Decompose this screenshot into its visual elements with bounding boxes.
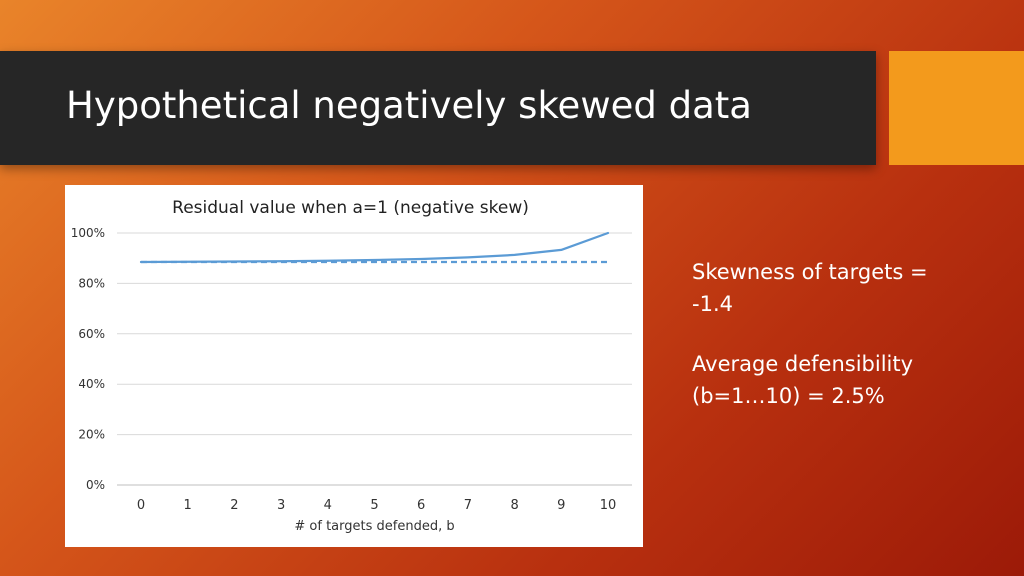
slide-title: Hypothetical negatively skewed data (66, 84, 752, 127)
chart-title: Residual value when a=1 (negative skew) (172, 198, 529, 218)
y-tick-label: 40% (78, 377, 105, 391)
chart-panel: Residual value when a=1 (negative skew) 0… (65, 185, 643, 547)
x-tick-label: 4 (324, 498, 332, 513)
accent-square (889, 51, 1024, 165)
x-tick-label: 3 (277, 498, 285, 513)
x-tick-label: 2 (230, 498, 238, 513)
defensibility-line-1: Average defensibility (692, 352, 914, 376)
x-tick-label: 6 (417, 498, 425, 513)
skewness-line-2: -1.4 (692, 292, 733, 316)
skewness-note: Skewness of targets = -1.4 (692, 256, 1012, 320)
defensibility-note: Average defensibility (b=1…10) = 2.5% (692, 348, 1012, 412)
y-tick-label: 60% (78, 327, 105, 341)
title-bar (0, 51, 876, 165)
x-tick-label: 1 (184, 498, 192, 513)
x-axis-label: # of targets defended, b (294, 519, 454, 534)
x-tick-label: 5 (370, 498, 378, 513)
y-tick-label: 100% (71, 226, 105, 240)
x-tick-label: 9 (557, 498, 565, 513)
series-line-solid (139, 231, 610, 264)
x-tick-label: 8 (510, 498, 518, 513)
x-tick-label: 7 (464, 498, 472, 513)
y-tick-label: 80% (78, 276, 105, 290)
skewness-line-1: Skewness of targets = (692, 260, 928, 284)
line-chart: Residual value when a=1 (negative skew) 0… (71, 198, 632, 534)
x-tick-label: 0 (137, 498, 145, 513)
defensibility-line-2: (b=1…10) = 2.5% (692, 384, 885, 408)
y-tick-label: 20% (78, 428, 105, 442)
y-tick-label: 0% (86, 478, 105, 492)
x-tick-label: 10 (600, 498, 617, 513)
